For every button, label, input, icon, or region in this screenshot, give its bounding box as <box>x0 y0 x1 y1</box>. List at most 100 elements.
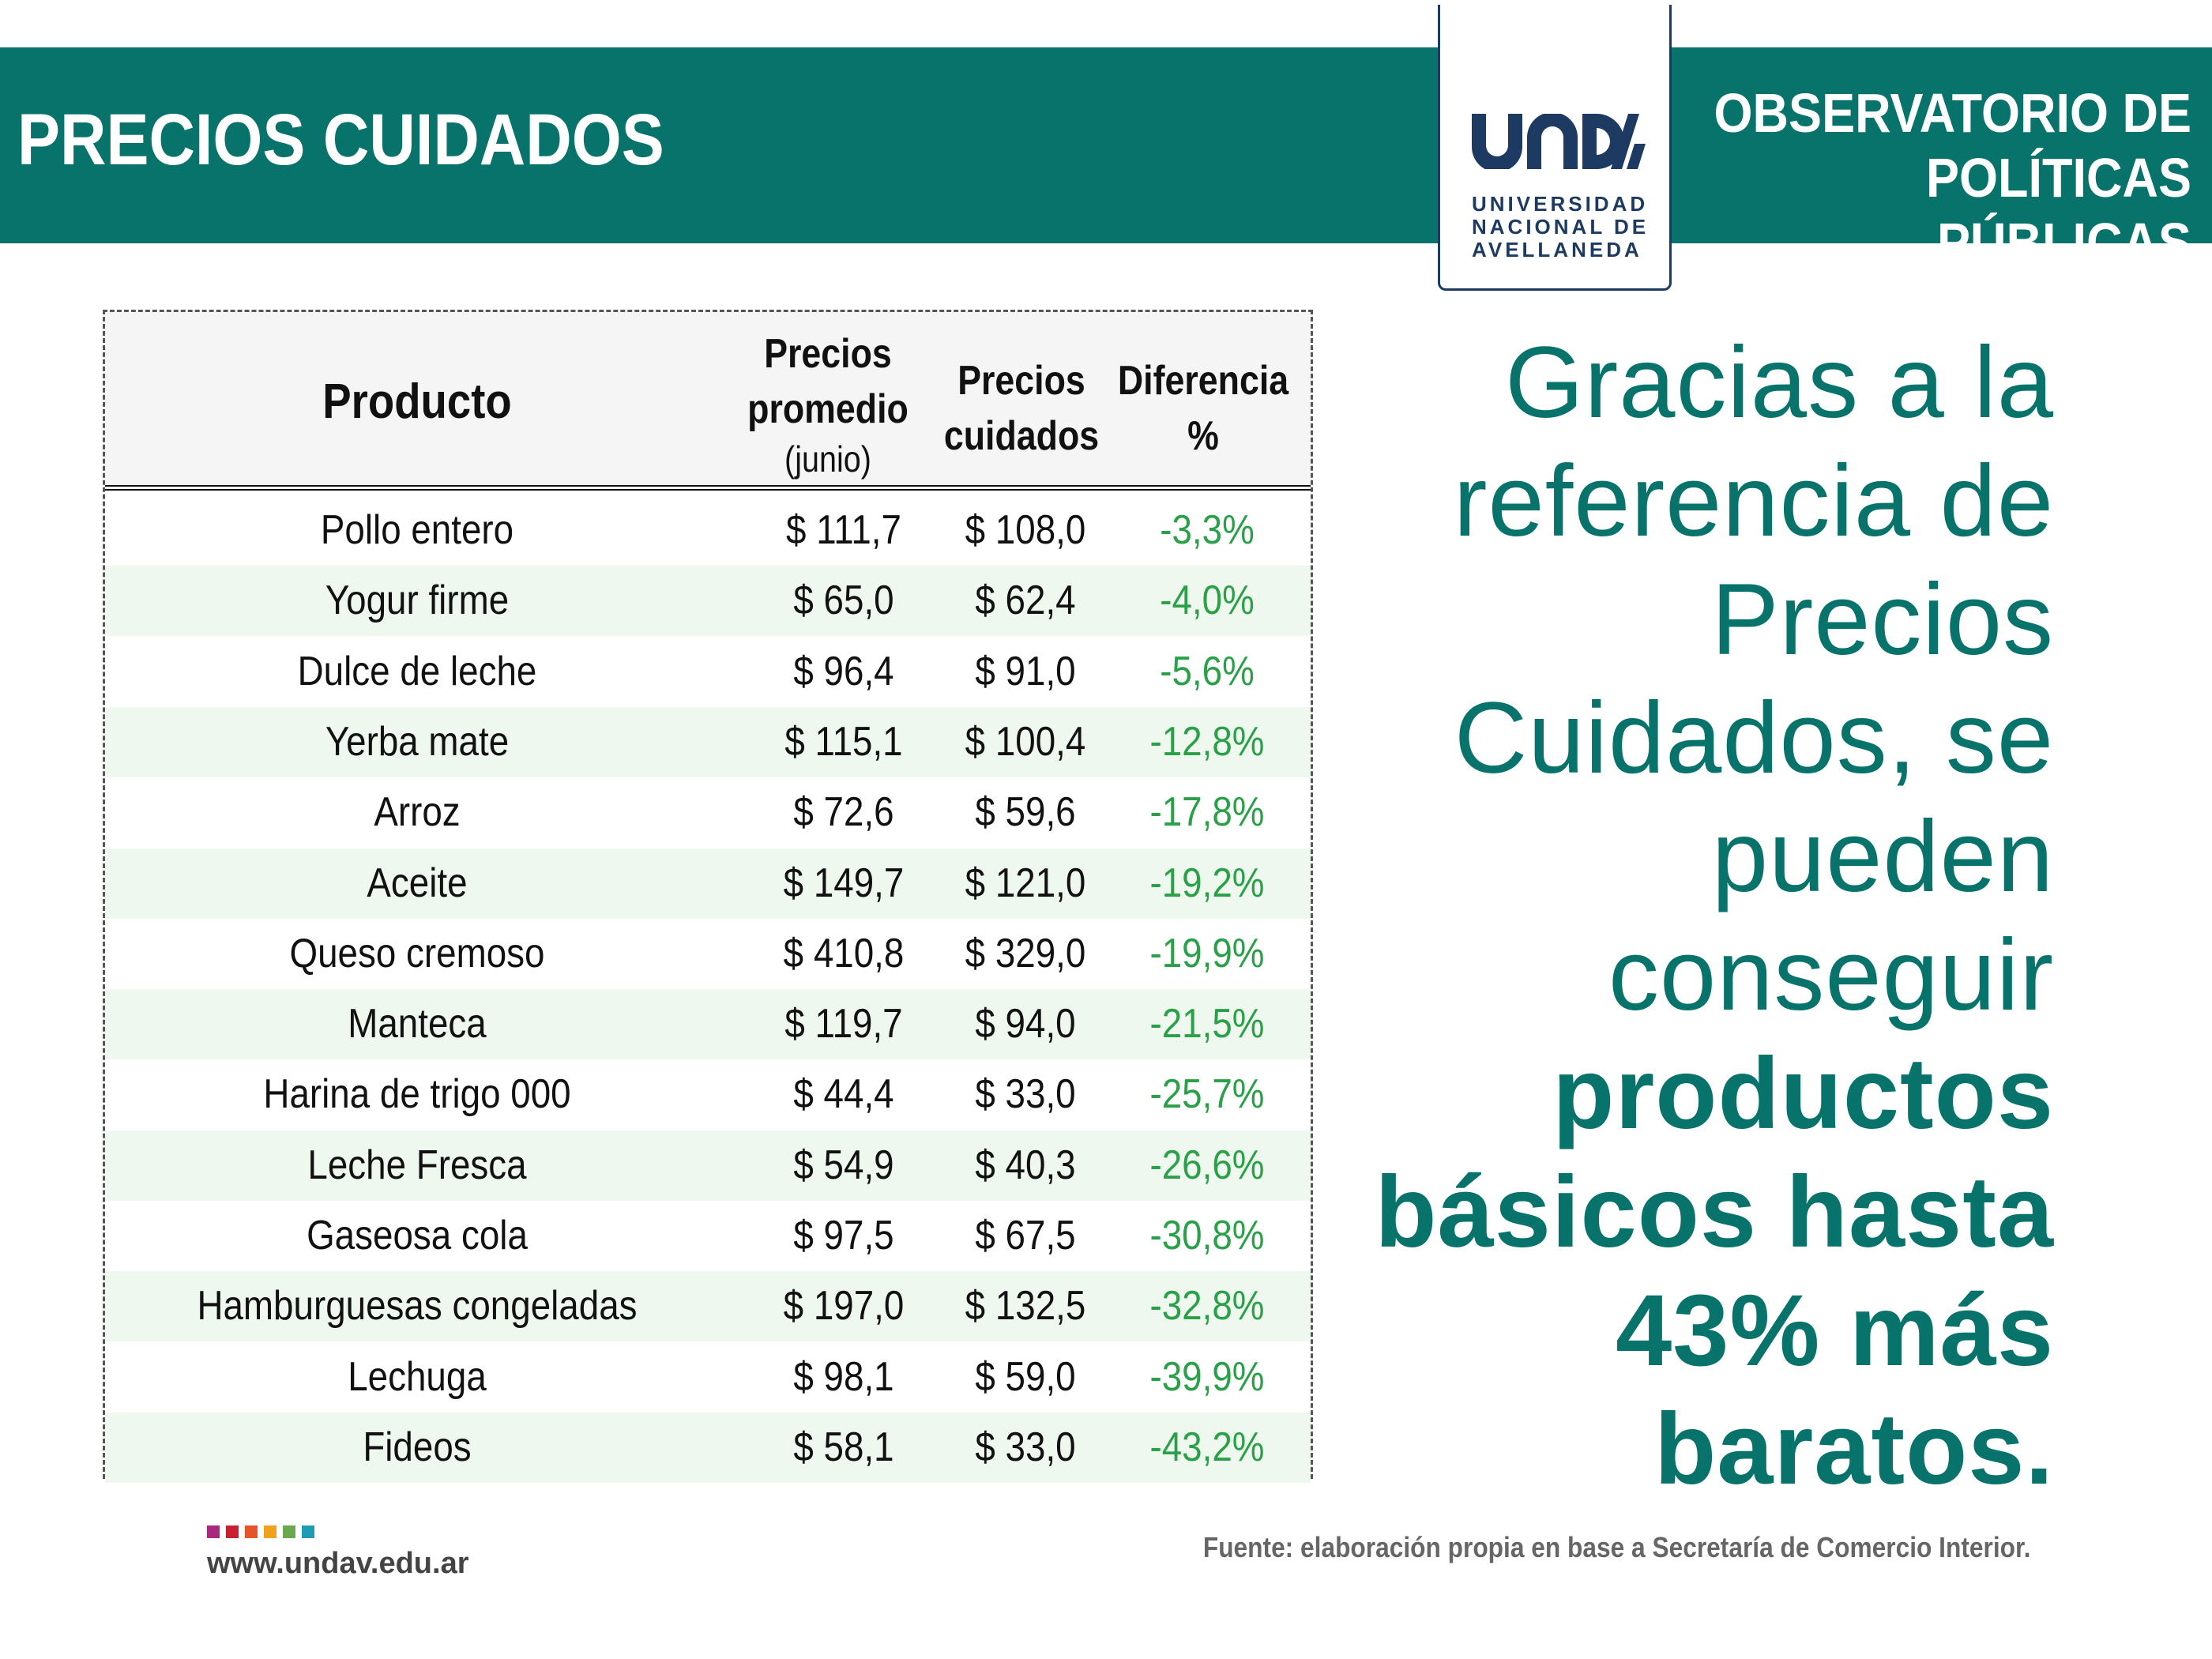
cell-producto: Harina de trigo 000 <box>263 1071 571 1118</box>
header-diferencia-line-1: Diferencia <box>1117 358 1289 404</box>
message-bold-text: básicos hasta <box>1375 1156 2054 1269</box>
cell-producto: Manteca <box>348 1001 487 1048</box>
cell-precio-cuidado: $ 67,5 <box>975 1213 1076 1258</box>
table-row: Lechuga $ 98,1 $ 59,0 -39,9% <box>105 1342 1311 1413</box>
source-note: Fuente: elaboración propia en base a Sec… <box>1202 1531 2030 1563</box>
cell-precio-promedio: $ 97,5 <box>793 1213 894 1258</box>
cell-producto: Queso cremoso <box>289 930 545 976</box>
cell-precio-promedio: $ 410,8 <box>783 930 905 976</box>
cell-precio-promedio: $ 119,7 <box>784 1001 903 1048</box>
header-precios-cuidados: Precios cuidados <box>920 353 1123 464</box>
header-promedio-line-2: promedio <box>747 386 908 432</box>
cell-producto: Dulce de leche <box>297 648 537 694</box>
header-producto: Producto <box>322 374 512 429</box>
brand-color-dots <box>207 1525 321 1538</box>
cell-diferencia: -32,8% <box>1149 1283 1265 1330</box>
brand-dot <box>226 1525 239 1538</box>
table-row: Yogur firme $ 65,0 $ 62,4 -4,0% <box>105 566 1311 637</box>
cell-precio-promedio: $ 149,7 <box>783 860 905 906</box>
cell-precio-cuidado: $ 100,4 <box>965 718 1086 765</box>
cell-precio-promedio: $ 96,4 <box>793 648 894 694</box>
brand-dot <box>283 1525 295 1538</box>
cell-precio-cuidado: $ 121,0 <box>965 860 1086 906</box>
logo-line-3: AVELLANEDA <box>1472 238 1642 261</box>
cell-diferencia: -5,6% <box>1160 648 1255 694</box>
message-line: Cuidados, se <box>1454 682 2054 795</box>
cell-producto: Gaseosa cola <box>307 1213 528 1258</box>
undav-logo-text: UNIVERSIDAD NACIONAL DE AVELLANEDA <box>1472 193 1661 261</box>
undav-logo: UNIVERSIDAD NACIONAL DE AVELLANEDA <box>1438 5 1672 291</box>
cell-precio-cuidado: $ 91,0 <box>975 648 1076 694</box>
cell-diferencia: -26,6% <box>1149 1142 1265 1188</box>
cell-producto: Yerba mate <box>325 718 510 765</box>
cell-precio-promedio: $ 72,6 <box>793 789 894 836</box>
cell-precio-promedio: $ 44,4 <box>793 1071 894 1118</box>
cell-producto: Leche Fresca <box>307 1142 527 1188</box>
cell-diferencia: -30,8% <box>1149 1213 1265 1258</box>
cell-precio-promedio: $ 197,0 <box>783 1283 905 1330</box>
cell-diferencia: -3,3% <box>1160 507 1255 553</box>
message-line-bold: 43% más <box>1327 1272 2054 1390</box>
message-line-bold: productos <box>1327 1035 2054 1153</box>
message-bold-text: productos <box>1552 1037 2054 1150</box>
cell-producto: Yogur firme <box>325 577 510 624</box>
logo-line-2: NACIONAL DE <box>1472 215 1650 239</box>
brand-dot <box>302 1525 314 1538</box>
cell-diferencia: -17,8% <box>1149 789 1265 836</box>
cell-precio-promedio: $ 54,9 <box>793 1142 894 1188</box>
message-line: conseguir <box>1608 919 2054 1032</box>
header-diferencia-line-2: % <box>1187 413 1219 459</box>
table-row: Fideos $ 58,1 $ 33,0 -43,2% <box>105 1412 1311 1483</box>
cell-precio-promedio: $ 65,0 <box>793 577 894 624</box>
message-line-bold: baratos. <box>1327 1390 2054 1509</box>
message-line: pueden <box>1711 800 2054 913</box>
header-diferencia: Diferencia % <box>1108 353 1299 464</box>
cell-producto: Aceite <box>367 860 468 906</box>
message-bold-text: 43% más <box>1616 1274 2054 1387</box>
cell-precio-cuidado: $ 59,6 <box>975 789 1076 836</box>
header-promedio-sub: (junio) <box>784 438 871 480</box>
header-cuidados-line-1: Precios <box>957 358 1085 404</box>
cell-precio-promedio: $ 58,1 <box>793 1424 894 1470</box>
headline-message: Gracias a la referencia de Precios Cuida… <box>1327 324 2054 1509</box>
message-bold-text: baratos. <box>1654 1393 2054 1506</box>
brand-dot <box>264 1525 276 1538</box>
table-row: Hamburguesas congeladas $ 197,0 $ 132,5 -32… <box>105 1271 1311 1342</box>
observatorio-line-2: POLÍTICAS PÚBLICAS <box>1925 147 2191 273</box>
table-row: Arroz $ 72,6 $ 59,6 -17,8% <box>105 777 1311 848</box>
cell-producto: Lechuga <box>348 1353 487 1400</box>
cell-producto: Pollo entero <box>320 507 514 553</box>
cell-precio-cuidado: $ 94,0 <box>975 1001 1076 1048</box>
header-precios-promedio: Precios promedio (junio) <box>729 326 926 481</box>
cell-precio-cuidado: $ 62,4 <box>975 577 1076 624</box>
cell-precio-cuidado: $ 33,0 <box>975 1424 1076 1470</box>
page-title: PRECIOS CUIDADOS <box>17 100 664 180</box>
message-line: referencia de <box>1453 445 2054 558</box>
cell-precio-cuidado: $ 329,0 <box>965 930 1086 976</box>
header-banner <box>0 47 2212 243</box>
table-row: Gaseosa cola $ 97,5 $ 67,5 -30,8% <box>105 1201 1311 1271</box>
cell-precio-cuidado: $ 108,0 <box>965 507 1086 553</box>
cell-producto: Hamburguesas congeladas <box>197 1283 638 1330</box>
cell-producto: Arroz <box>374 789 461 836</box>
message-line-bold: básicos hasta <box>1327 1153 2054 1272</box>
undav-logo-mark <box>1472 114 1646 169</box>
table-row: Harina de trigo 000 $ 44,4 $ 33,0 -25,7% <box>105 1059 1311 1130</box>
table-row: Aceite $ 149,7 $ 121,0 -19,2% <box>105 848 1311 919</box>
cell-diferencia: -25,7% <box>1149 1071 1265 1118</box>
cell-diferencia: -4,0% <box>1160 577 1255 624</box>
header-promedio-line-1: Precios <box>764 331 892 377</box>
cell-diferencia: -12,8% <box>1149 718 1265 765</box>
table-row: Manteca $ 119,7 $ 94,0 -21,5% <box>105 989 1311 1060</box>
cell-diferencia: -19,9% <box>1149 930 1265 976</box>
header-cuidados-line-2: cuidados <box>943 413 1100 459</box>
table-header: Producto Precios promedio (junio) Precio… <box>105 312 1311 491</box>
cell-precio-cuidado: $ 59,0 <box>975 1353 1076 1400</box>
table-row: Queso cremoso $ 410,8 $ 329,0 -19,9% <box>105 919 1311 989</box>
brand-dot <box>245 1525 258 1538</box>
table-row: Yerba mate $ 115,1 $ 100,4 -12,8% <box>105 706 1311 777</box>
cell-precio-cuidado: $ 33,0 <box>975 1071 1076 1118</box>
cell-diferencia: -39,9% <box>1149 1353 1265 1400</box>
website-link[interactable]: www.undav.edu.ar <box>207 1547 469 1580</box>
cell-precio-cuidado: $ 40,3 <box>975 1142 1076 1188</box>
